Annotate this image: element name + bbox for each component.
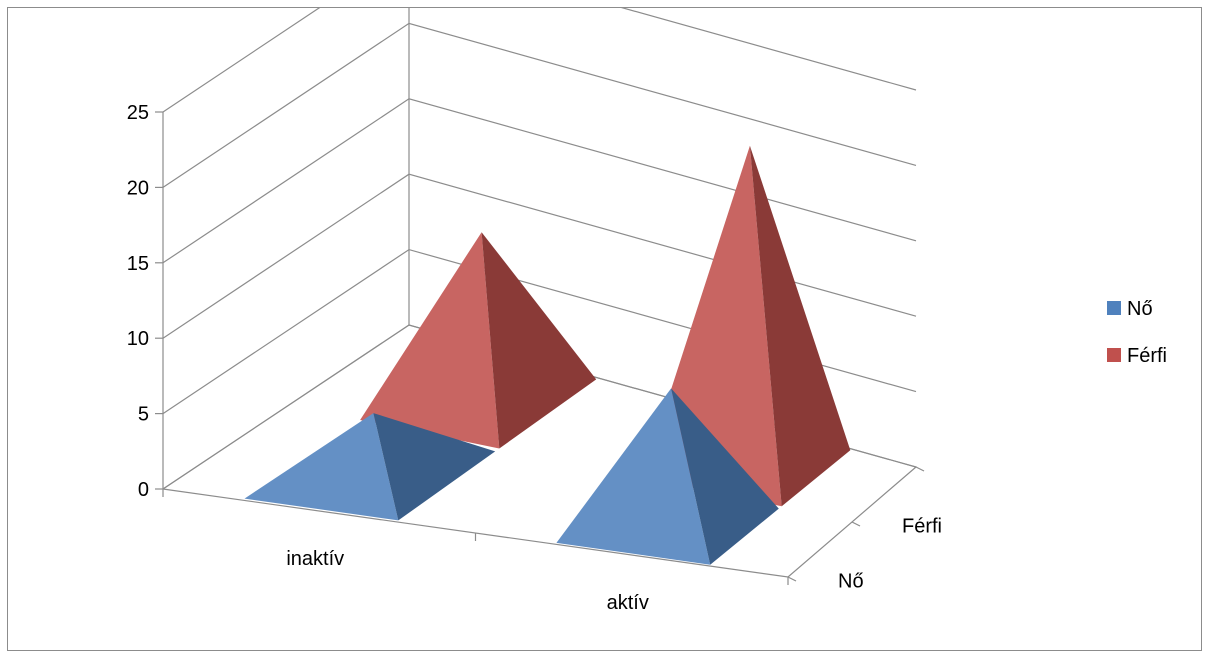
depth-tick xyxy=(915,466,925,472)
chart-area: 0 5 10 15 20 25 inaktív aktív Nő Férfi Nő Férfi xyxy=(7,7,1202,651)
y-tick-label: 5 xyxy=(138,404,149,426)
pyramid-side-face xyxy=(481,232,597,449)
depth-axis-tick-labels: Nő Férfi xyxy=(838,516,942,593)
legend-label: Nő xyxy=(1127,298,1153,320)
y-tick-label: 10 xyxy=(127,328,149,350)
depth-tick-label: Nő xyxy=(838,571,864,593)
legend-label: Férfi xyxy=(1127,345,1167,367)
gridline xyxy=(162,98,917,264)
depth-tick-label: Férfi xyxy=(902,516,942,538)
y-tick-label: 0 xyxy=(138,479,149,501)
x-tick-label: aktív xyxy=(607,592,649,614)
legend: Nő Férfi xyxy=(1107,298,1167,367)
depth-tick xyxy=(787,576,797,582)
legend-swatch xyxy=(1107,301,1121,315)
axes xyxy=(155,111,925,585)
pyramid-side-face xyxy=(671,388,779,565)
pyramid-front-face xyxy=(360,232,500,449)
legend-swatch xyxy=(1107,348,1121,362)
y-tick-label: 25 xyxy=(127,102,149,124)
pyramid-side-face xyxy=(373,413,496,521)
gridline xyxy=(162,8,917,113)
y-axis-tick-labels: 0 5 10 15 20 25 xyxy=(127,102,149,501)
pyramid-chart: 0 5 10 15 20 25 inaktív aktív Nő Férfi Nő Férfi xyxy=(127,8,1167,614)
x-axis-tick-labels: inaktív aktív xyxy=(286,548,649,614)
y-tick-label: 15 xyxy=(127,253,149,275)
pyramid-front-face xyxy=(244,413,399,521)
y-tick-label: 20 xyxy=(127,177,149,199)
pyramid-marks xyxy=(244,145,851,565)
x-tick-label: inaktív xyxy=(286,548,344,570)
pyramid-front-face xyxy=(556,388,711,565)
pyramid-side-face xyxy=(749,145,851,507)
depth-tick xyxy=(851,521,861,527)
gridline xyxy=(162,22,917,188)
